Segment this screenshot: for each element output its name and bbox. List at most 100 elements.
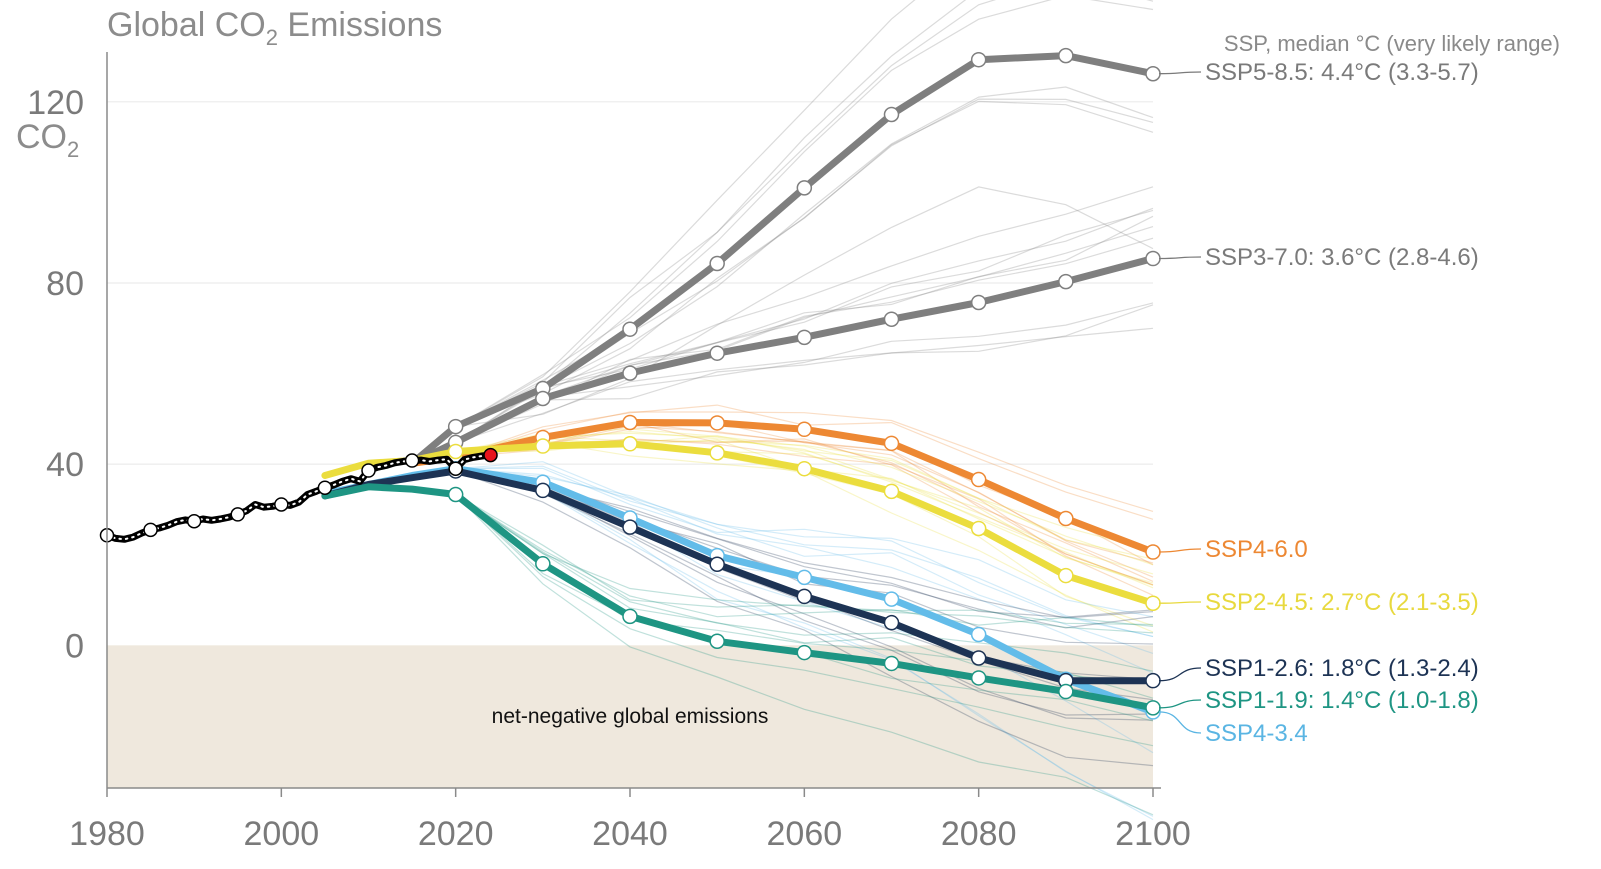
series-point xyxy=(883,483,900,500)
ensemble-line xyxy=(455,302,1154,443)
label-leader-line xyxy=(1158,548,1202,553)
ensemble-line xyxy=(455,493,1154,672)
scenario-ensemble-lines xyxy=(455,0,1154,821)
title-subscript: 2 xyxy=(266,25,278,50)
series-point xyxy=(883,106,900,123)
ensemble-line xyxy=(455,186,1154,428)
series-point xyxy=(1058,567,1074,584)
series-point xyxy=(447,443,464,460)
ensemble-line xyxy=(455,304,1154,443)
series-point xyxy=(622,365,638,381)
series-point xyxy=(1145,544,1161,560)
series-point xyxy=(535,482,551,499)
y-tick-label: 120 xyxy=(27,84,84,122)
ensemble-line xyxy=(455,468,1154,821)
series-label: SSP2-4.5: 2.7°C (2.1-3.5) xyxy=(1205,589,1479,616)
ensemble-line xyxy=(455,0,916,428)
ensemble-line xyxy=(455,411,1154,512)
x-tick-label: 2080 xyxy=(941,815,1017,853)
ensemble-line xyxy=(455,0,1154,428)
label-leader-line xyxy=(1158,711,1202,734)
historical-point xyxy=(143,522,158,538)
series-label: SSP3-7.0: 3.6°C (2.8-4.6) xyxy=(1205,244,1479,271)
latest-point xyxy=(483,447,498,463)
series-label: SSP5-8.5: 4.4°C (3.3-5.7) xyxy=(1205,59,1479,86)
axes: 1980 2000 2020 2040 2060 2080 2100 0 40 80 120 xyxy=(27,52,1191,853)
historical-point xyxy=(361,463,376,478)
historical-point xyxy=(317,480,333,495)
series-point xyxy=(970,520,987,537)
title-main: Global CO xyxy=(107,6,266,44)
series-point xyxy=(622,608,638,625)
ensemble-line xyxy=(455,465,1154,638)
ssp-series xyxy=(321,47,1161,720)
x-tick-label: 2100 xyxy=(1115,815,1191,853)
series-point xyxy=(1145,672,1161,689)
series-point xyxy=(796,421,813,438)
series-label: SSP1-2.6: 1.8°C (1.3-2.4) xyxy=(1205,655,1479,682)
label-leader-line xyxy=(1158,256,1202,260)
series-point xyxy=(709,345,725,361)
title-suffix: Emissions xyxy=(278,6,442,44)
historical-point xyxy=(404,453,420,468)
chart-title: Global CO2 Emissions xyxy=(107,6,442,50)
series-point xyxy=(883,614,900,631)
ensemble-line xyxy=(455,425,1154,582)
series-point xyxy=(709,255,725,272)
grid xyxy=(107,101,1153,465)
series-point xyxy=(1145,700,1161,716)
series-line xyxy=(321,467,1157,685)
historical-point xyxy=(186,513,202,529)
y-tick-label: 0 xyxy=(65,627,84,665)
series-point xyxy=(796,329,813,346)
x-tick-label: 2000 xyxy=(244,815,320,853)
ensemble-line xyxy=(455,470,1154,767)
ylabel-subscript: 2 xyxy=(67,137,79,162)
series-point xyxy=(447,418,464,435)
series-labels: SSP5-8.5: 4.4°C (3.3-5.7) SSP3-7.0: 3.6°C… xyxy=(1158,59,1479,747)
series-point xyxy=(796,588,813,605)
series-point xyxy=(1058,47,1074,64)
series-line xyxy=(321,483,1157,712)
series-point xyxy=(883,655,900,672)
series-label: SSP4-6.0 xyxy=(1205,536,1308,563)
ensemble-line xyxy=(455,435,1154,560)
series-point xyxy=(1145,65,1161,82)
historical-point xyxy=(230,507,245,522)
ensemble-line xyxy=(455,207,1154,443)
series-point xyxy=(883,435,900,452)
ensemble-line xyxy=(455,421,1154,564)
ensemble-line xyxy=(455,468,1154,674)
series-point xyxy=(709,445,725,461)
series-point xyxy=(1058,273,1074,290)
ensemble-line xyxy=(455,100,1154,428)
series-point xyxy=(796,460,813,477)
y-tick-label: 40 xyxy=(46,446,84,484)
label-leader-line xyxy=(1158,601,1202,604)
historical-point xyxy=(448,461,463,476)
ensemble-line xyxy=(455,467,1154,637)
series-point xyxy=(622,414,638,431)
series-point xyxy=(883,591,900,607)
series-label: SSP1-1.9: 1.4°C (1.0-1.8) xyxy=(1205,687,1479,714)
y-tick-label: 80 xyxy=(46,265,84,303)
x-tick-label: 2040 xyxy=(592,815,668,853)
series-point xyxy=(622,519,638,535)
ensemble-line xyxy=(455,86,1154,428)
x-tick-label: 1980 xyxy=(69,815,145,853)
label-leader-line xyxy=(1158,699,1202,709)
ensemble-line xyxy=(455,470,1154,716)
ensemble-line xyxy=(455,186,1154,443)
legend-header: SSP, median °C (very likely range) xyxy=(1224,31,1560,56)
series-5 xyxy=(321,463,1161,689)
series-point xyxy=(796,569,813,586)
x-tick-label: 2020 xyxy=(418,815,494,853)
series-point xyxy=(883,311,900,327)
series-point xyxy=(970,626,987,643)
series-point xyxy=(622,321,638,337)
net-negative-label: net-negative global emissions xyxy=(492,705,769,728)
x-tick-label: 2060 xyxy=(767,815,843,853)
ensemble-line xyxy=(455,226,1154,443)
series-point xyxy=(796,180,813,196)
ensemble-line xyxy=(455,494,1154,816)
